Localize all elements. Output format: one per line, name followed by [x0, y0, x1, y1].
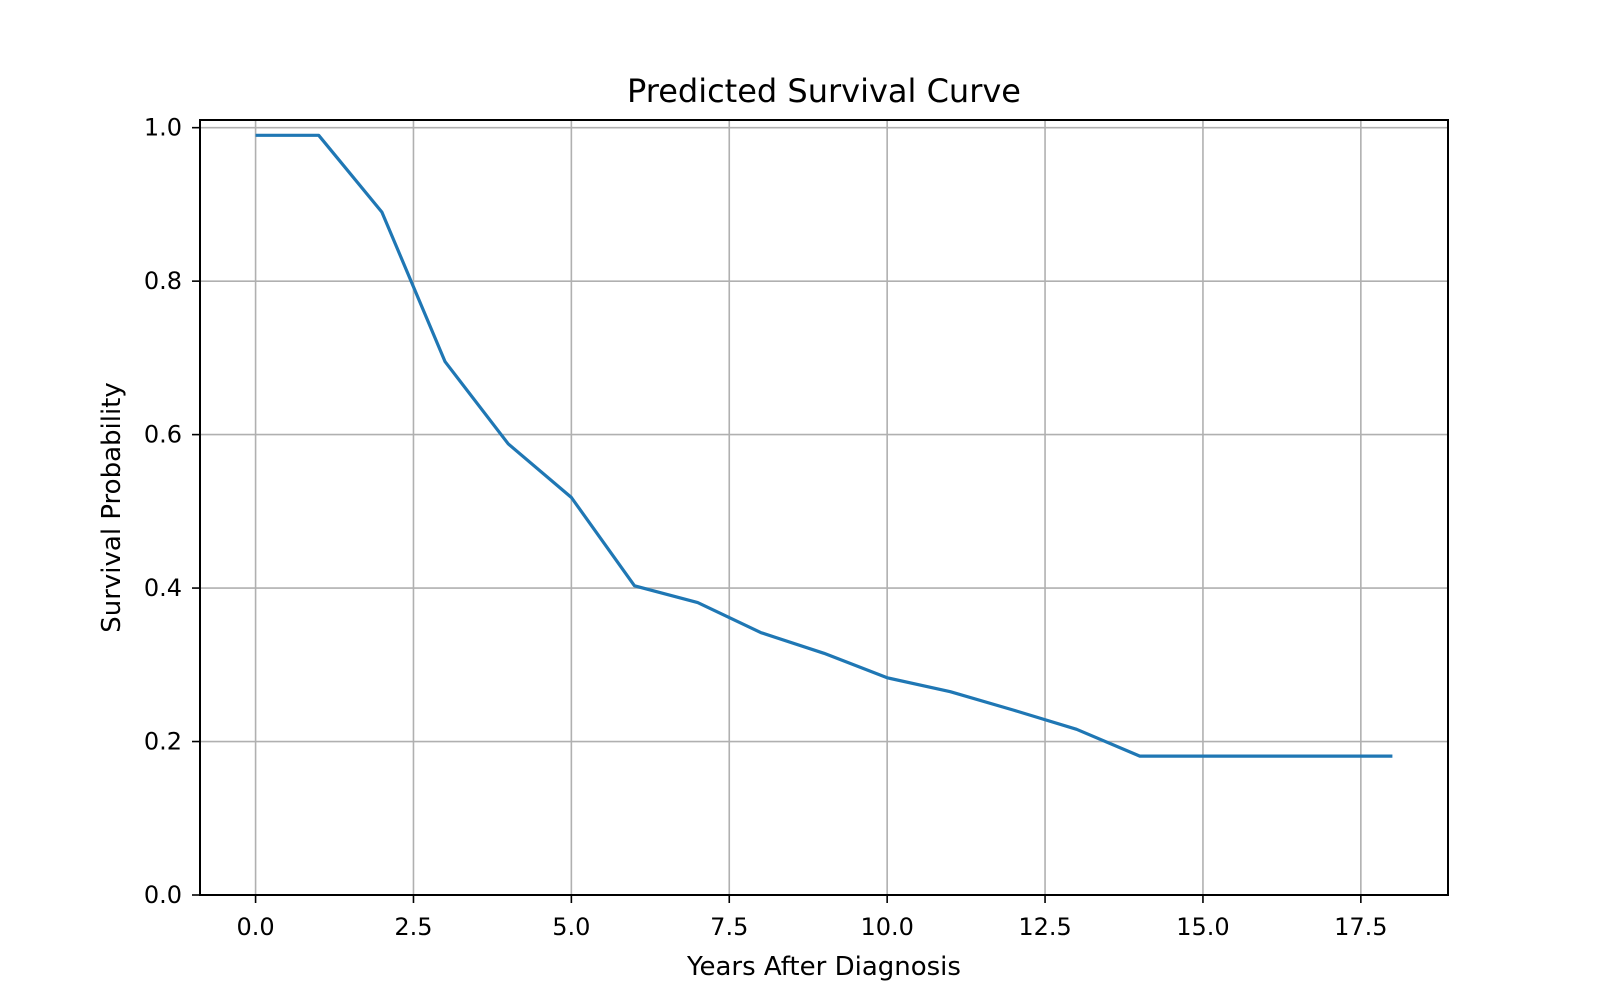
axis-ticks: 0.0 2.5 5.0 7.5 10.0 12.5 15.0 17.5 0.0 0.2 0.4 0.6…	[144, 114, 1388, 941]
x-tick-label: 10.0	[860, 913, 913, 941]
x-tick-label: 17.5	[1334, 913, 1387, 941]
grid-lines	[200, 120, 1448, 896]
x-tick-label: 5.0	[552, 913, 590, 941]
x-tick-label: 2.5	[394, 913, 432, 941]
x-tick-label: 7.5	[710, 913, 748, 941]
y-tick-label: 0.0	[144, 881, 182, 909]
y-axis-title: Survival Probability	[97, 382, 127, 633]
x-tick-label: 15.0	[1176, 913, 1229, 941]
y-tick-label: 0.8	[144, 267, 182, 295]
x-tick-label: 12.5	[1018, 913, 1071, 941]
y-tick-label: 0.2	[144, 728, 182, 756]
y-tick-label: 1.0	[144, 114, 182, 142]
x-axis-title: Years After Diagnosis	[686, 952, 961, 982]
plot-area-frame	[199, 119, 1449, 896]
series-layer	[255, 133, 1393, 758]
x-tick-label: 0.0	[236, 913, 274, 941]
y-tick-label: 0.4	[144, 574, 182, 602]
chart-title: Predicted Survival Curve	[627, 72, 1021, 110]
y-tick-label: 0.6	[144, 421, 182, 449]
survival-curve-line	[255, 133, 1393, 758]
